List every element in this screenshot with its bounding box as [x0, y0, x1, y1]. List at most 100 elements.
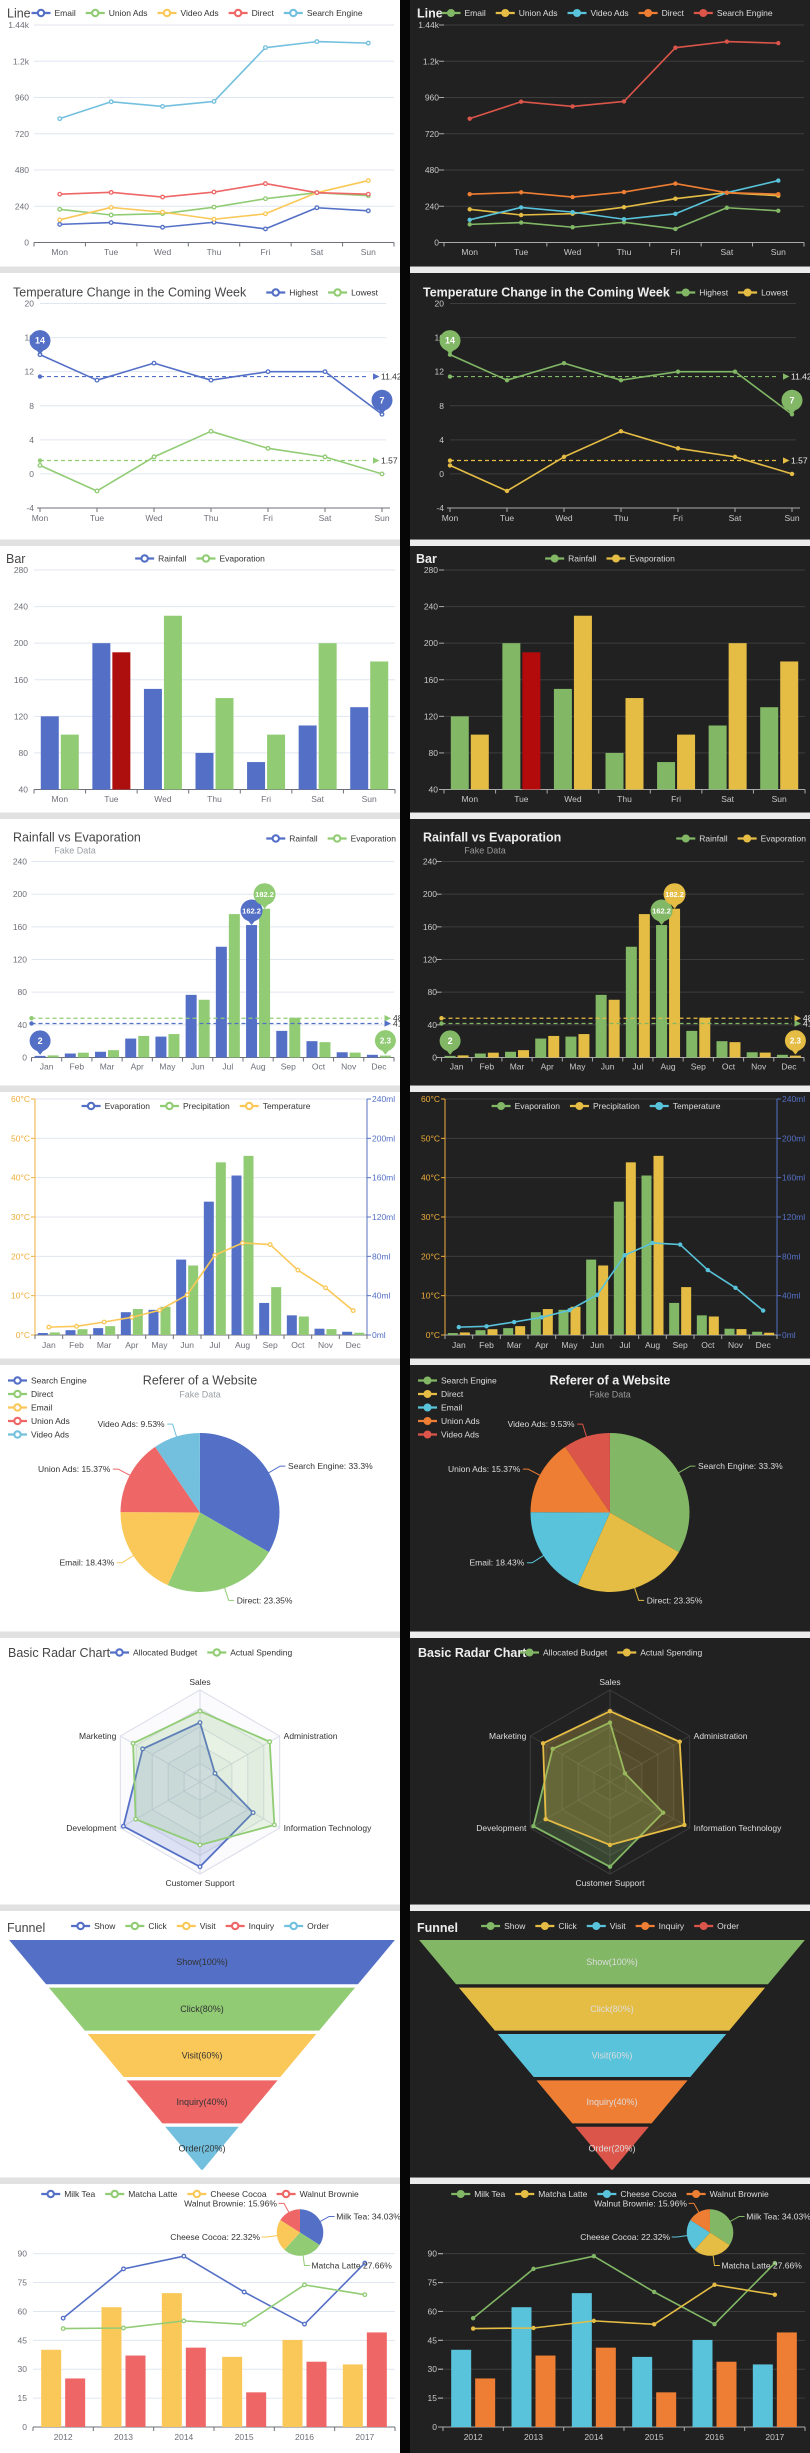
svg-text:40°C: 40°C	[421, 1173, 440, 1183]
svg-text:160ml: 160ml	[372, 1173, 395, 1183]
svg-text:Feb: Feb	[69, 1340, 84, 1350]
svg-text:Highest: Highest	[289, 288, 318, 298]
svg-text:Evaporation: Evaporation	[629, 554, 675, 564]
svg-text:Mar: Mar	[97, 1340, 112, 1350]
svg-text:Sun: Sun	[772, 794, 787, 804]
svg-text:Union Ads: 15.37%: Union Ads: 15.37%	[448, 1464, 521, 1474]
svg-text:Development: Development	[476, 1823, 527, 1833]
svg-text:90: 90	[18, 2249, 28, 2259]
svg-text:45: 45	[428, 2335, 438, 2345]
svg-text:40: 40	[429, 785, 439, 795]
svg-text:Click: Click	[148, 1921, 167, 1931]
svg-text:Search Engine: 33.3%: Search Engine: 33.3%	[698, 1461, 783, 1471]
svg-text:Wed: Wed	[564, 794, 582, 804]
svg-text:Email: Email	[441, 1403, 462, 1413]
svg-text:Union Ads: 15.37%: Union Ads: 15.37%	[38, 1464, 111, 1474]
svg-text:Show(100%): Show(100%)	[176, 1957, 228, 1967]
svg-text:Actual Spending: Actual Spending	[640, 1648, 702, 1658]
svg-text:4: 4	[439, 435, 444, 445]
svg-text:Jan: Jan	[452, 1340, 466, 1350]
svg-text:Fri: Fri	[263, 513, 273, 523]
svg-text:Mon: Mon	[32, 513, 49, 523]
svg-text:Direct: Direct	[31, 1389, 54, 1399]
svg-text:720: 720	[15, 129, 29, 139]
svg-text:Funnel: Funnel	[7, 1921, 45, 1935]
svg-text:0°C: 0°C	[426, 1330, 440, 1340]
svg-text:75: 75	[428, 2278, 438, 2288]
svg-text:Show(100%): Show(100%)	[586, 1957, 638, 1967]
svg-text:Actual Spending: Actual Spending	[230, 1648, 292, 1658]
svg-text:240ml: 240ml	[372, 1094, 395, 1104]
svg-text:60: 60	[428, 2306, 438, 2316]
svg-text:120ml: 120ml	[372, 1212, 395, 1222]
svg-text:15: 15	[428, 2393, 438, 2403]
svg-text:Basic Radar Chart: Basic Radar Chart	[8, 1646, 111, 1660]
svg-text:Tue: Tue	[500, 513, 515, 523]
svg-text:12: 12	[435, 367, 445, 377]
svg-text:Walnut Brownie: Walnut Brownie	[300, 2189, 359, 2199]
svg-text:Tue: Tue	[514, 794, 529, 804]
svg-text:7: 7	[789, 395, 794, 405]
svg-text:14: 14	[445, 336, 455, 346]
svg-text:10°C: 10°C	[11, 1291, 30, 1301]
svg-text:Line: Line	[7, 7, 31, 21]
svg-text:Click(80%): Click(80%)	[180, 2004, 224, 2014]
svg-text:41.62: 41.62	[803, 1019, 810, 1029]
svg-text:280: 280	[14, 565, 28, 575]
svg-text:Jan: Jan	[42, 1340, 56, 1350]
svg-text:Oct: Oct	[312, 1062, 326, 1072]
svg-text:240: 240	[13, 857, 27, 867]
svg-text:Mon: Mon	[442, 513, 459, 523]
svg-text:182.2: 182.2	[255, 890, 274, 899]
svg-text:Oct: Oct	[701, 1340, 715, 1350]
svg-text:Jul: Jul	[632, 1062, 643, 1072]
svg-text:2015: 2015	[235, 2432, 254, 2442]
svg-text:0: 0	[22, 1053, 27, 1063]
svg-text:480: 480	[425, 165, 439, 175]
svg-text:80: 80	[429, 748, 439, 758]
svg-text:Sat: Sat	[310, 247, 323, 257]
svg-text:162.2: 162.2	[652, 907, 671, 916]
svg-text:280: 280	[424, 565, 438, 575]
svg-text:Order: Order	[717, 1921, 739, 1931]
svg-text:11.42: 11.42	[381, 372, 400, 382]
svg-text:Jan: Jan	[40, 1062, 54, 1072]
svg-text:Evaporation: Evaporation	[515, 1101, 561, 1111]
svg-text:Feb: Feb	[479, 1340, 494, 1350]
svg-text:90: 90	[428, 2249, 438, 2259]
svg-text:Wed: Wed	[555, 513, 573, 523]
svg-text:Search Engine: 33.3%: Search Engine: 33.3%	[288, 1461, 373, 1471]
svg-text:Apr: Apr	[541, 1062, 554, 1072]
svg-text:Email: 18.43%: Email: 18.43%	[470, 1558, 525, 1568]
svg-text:Nov: Nov	[728, 1340, 744, 1350]
svg-text:Rainfall: Rainfall	[699, 834, 727, 844]
svg-text:Jun: Jun	[180, 1340, 194, 1350]
svg-text:2017: 2017	[765, 2432, 784, 2442]
svg-text:30°C: 30°C	[11, 1212, 30, 1222]
svg-text:2013: 2013	[114, 2432, 133, 2442]
svg-text:200: 200	[14, 638, 28, 648]
svg-text:Thu: Thu	[207, 794, 222, 804]
svg-text:Cheese Cocoa: Cheese Cocoa	[210, 2189, 267, 2199]
svg-text:Cheese Cocoa: 22.32%: Cheese Cocoa: 22.32%	[580, 2232, 670, 2242]
svg-text:Wed: Wed	[154, 247, 172, 257]
svg-text:Evaporation: Evaporation	[219, 554, 265, 564]
svg-text:Sat: Sat	[721, 794, 734, 804]
svg-text:Sales: Sales	[189, 1677, 210, 1687]
svg-text:Nov: Nov	[318, 1340, 334, 1350]
svg-text:Basic Radar Chart: Basic Radar Chart	[418, 1646, 527, 1660]
svg-text:Temperature Change in the Comi: Temperature Change in the Coming Week	[13, 286, 247, 300]
svg-text:Administration: Administration	[694, 1731, 748, 1741]
svg-text:160: 160	[14, 675, 28, 685]
svg-text:Direct: 23.35%: Direct: 23.35%	[237, 1595, 293, 1605]
svg-text:2012: 2012	[464, 2432, 483, 2442]
svg-text:Sep: Sep	[263, 1340, 278, 1350]
svg-text:Sun: Sun	[771, 247, 786, 257]
svg-text:Sun: Sun	[374, 513, 389, 523]
svg-text:Mar: Mar	[507, 1340, 522, 1350]
svg-text:Feb: Feb	[479, 1062, 494, 1072]
svg-text:-4: -4	[436, 503, 444, 513]
svg-text:15: 15	[18, 2393, 28, 2403]
svg-text:60: 60	[18, 2306, 28, 2316]
svg-text:1.57: 1.57	[791, 456, 808, 466]
